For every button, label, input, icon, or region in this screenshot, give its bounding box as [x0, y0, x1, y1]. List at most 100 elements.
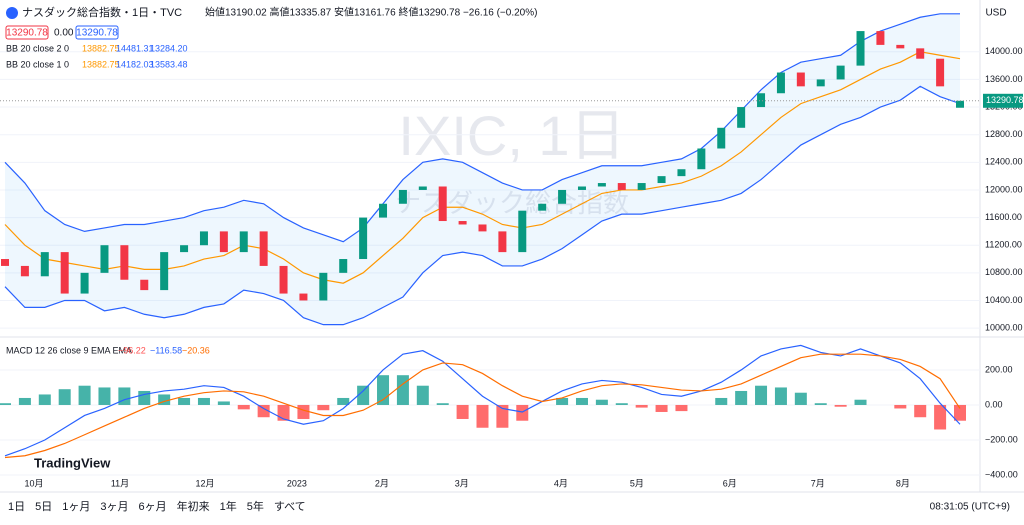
macd-legend-value: −96.22 [118, 345, 146, 355]
candle [1, 259, 9, 266]
histogram-bar [38, 394, 51, 405]
x-tick-label: 5月 [630, 478, 644, 488]
y-tick-label: 10000.00 [985, 322, 1023, 332]
candle [199, 231, 208, 246]
candle [816, 79, 825, 87]
candle [418, 186, 427, 190]
range-button[interactable]: すべて [274, 500, 306, 513]
y-tick-label: 0.00 [985, 399, 1003, 409]
candle [876, 31, 885, 45]
band-lower [4, 85, 961, 326]
x-tick-label: 12月 [195, 478, 214, 488]
range-button[interactable]: 6ヶ月 [139, 501, 167, 513]
candle [956, 100, 964, 108]
candle [180, 245, 189, 253]
range-button[interactable]: 1年 [220, 499, 237, 513]
histogram-bar [854, 399, 867, 405]
histogram-bar [655, 404, 668, 412]
x-tick-label: 2023 [287, 478, 307, 488]
candle [717, 127, 726, 149]
symbol-title[interactable]: ナスダック総合指数・1日・TVC [22, 5, 182, 19]
clock: 08:31:05 (UTC+9) [930, 502, 1010, 513]
candle [80, 272, 89, 294]
legend-value: 14481.31 [116, 43, 154, 53]
histogram-bar [237, 404, 250, 410]
range-button[interactable]: 年初来 [177, 499, 210, 513]
watermark: IXIC, 1日 [398, 104, 625, 167]
y-tick-label: 11200.00 [985, 240, 1022, 250]
candle [518, 210, 527, 253]
legend-value: 13882.75 [82, 43, 120, 53]
histogram-bar [814, 403, 827, 405]
range-button[interactable]: 5日 [35, 501, 52, 513]
histogram-bar [456, 404, 469, 419]
histogram-bar [496, 404, 509, 428]
last-price-tag [983, 93, 1023, 108]
x-tick-label: 2月 [375, 478, 389, 488]
watermark-sub: ナスダック総合指数 [395, 188, 629, 218]
buy-price[interactable]: 13290.78 [76, 28, 118, 39]
range-button[interactable]: 5年 [247, 499, 264, 513]
legend-value: 14182.03 [116, 59, 154, 69]
histogram-bar [755, 385, 768, 405]
candle [60, 252, 69, 294]
candle [836, 65, 845, 80]
histogram-bar [158, 394, 171, 405]
x-tick-label: 10月 [25, 478, 44, 488]
last-price-label: 13290.78 [986, 95, 1024, 105]
x-tick-label: 6月 [723, 478, 737, 488]
candle [398, 189, 407, 204]
candle [219, 231, 228, 253]
candle [100, 245, 109, 273]
y-tick-label: −200.00 [985, 434, 1018, 444]
histogram-bar [774, 387, 787, 405]
candle [259, 231, 268, 266]
candle [796, 72, 805, 87]
histogram-bar [197, 397, 210, 405]
histogram-bar [118, 387, 131, 405]
currency[interactable]: USD [985, 8, 1006, 19]
candle [896, 44, 905, 49]
y-tick-label: 10800.00 [985, 267, 1023, 277]
candle [577, 186, 586, 190]
range-button[interactable]: 1日 [8, 501, 25, 513]
legend-value: 13882.75 [82, 59, 120, 69]
candle [120, 245, 129, 280]
y-tick-label: 10400.00 [985, 295, 1023, 305]
histogram-bar [297, 404, 310, 419]
histogram-bar [834, 404, 847, 407]
histogram-bar [178, 397, 191, 405]
candle [160, 252, 169, 291]
histogram-bar [58, 389, 71, 405]
macd-line [4, 344, 961, 457]
legend-value: 13583.48 [150, 59, 188, 69]
histogram-bar [575, 397, 588, 405]
candle [339, 259, 348, 273]
logo: TradingView [34, 455, 111, 470]
macd-legend-value: −20.36 [182, 345, 210, 355]
candle [458, 221, 467, 225]
histogram-bar [476, 404, 489, 428]
candle [697, 148, 706, 170]
range-button[interactable]: 1ヶ月 [62, 501, 90, 513]
range-button[interactable]: 3ヶ月 [100, 501, 128, 513]
histogram-bar [735, 390, 748, 405]
histogram-bar [416, 385, 429, 405]
histogram-bar [377, 375, 390, 405]
legend-name: BB 20 close 1 0 [6, 59, 69, 69]
y-tick-label: 13600.00 [985, 74, 1023, 84]
histogram-bar [635, 404, 648, 408]
candle [438, 186, 447, 222]
candle [677, 169, 686, 177]
macd-legend: MACD 12 26 close 9 EMA EMA [6, 345, 132, 355]
candle [319, 272, 328, 301]
candle [239, 231, 248, 253]
histogram-bar [436, 403, 449, 405]
candle [299, 293, 308, 301]
histogram-bar [217, 401, 230, 405]
sell-price[interactable]: 13290.78 [6, 28, 48, 39]
y-tick-label: 200.00 [985, 364, 1013, 374]
candle [757, 93, 766, 108]
histogram-bar [894, 404, 907, 409]
